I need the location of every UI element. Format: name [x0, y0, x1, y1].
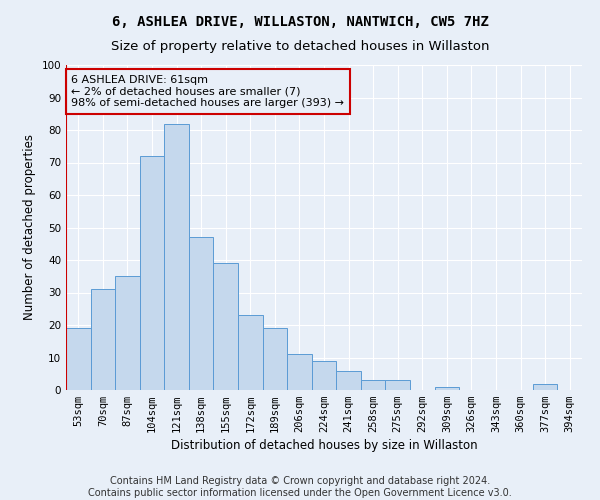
Bar — [312, 361, 336, 390]
Y-axis label: Number of detached properties: Number of detached properties — [23, 134, 36, 320]
Bar — [385, 380, 410, 390]
Bar — [140, 156, 164, 390]
Text: 6 ASHLEA DRIVE: 61sqm
← 2% of detached houses are smaller (7)
98% of semi-detach: 6 ASHLEA DRIVE: 61sqm ← 2% of detached h… — [71, 74, 344, 108]
Text: 6, ASHLEA DRIVE, WILLASTON, NANTWICH, CW5 7HZ: 6, ASHLEA DRIVE, WILLASTON, NANTWICH, CW… — [112, 15, 488, 29]
Bar — [533, 384, 557, 390]
Bar — [287, 354, 312, 390]
Text: Contains HM Land Registry data © Crown copyright and database right 2024.
Contai: Contains HM Land Registry data © Crown c… — [88, 476, 512, 498]
Bar — [434, 387, 459, 390]
Bar — [91, 289, 115, 390]
Bar — [189, 238, 214, 390]
Bar — [214, 263, 238, 390]
Bar — [238, 316, 263, 390]
X-axis label: Distribution of detached houses by size in Willaston: Distribution of detached houses by size … — [170, 440, 478, 452]
Bar — [361, 380, 385, 390]
Bar — [115, 276, 140, 390]
Bar — [66, 328, 91, 390]
Bar — [263, 328, 287, 390]
Text: Size of property relative to detached houses in Willaston: Size of property relative to detached ho… — [111, 40, 489, 53]
Bar — [336, 370, 361, 390]
Bar — [164, 124, 189, 390]
